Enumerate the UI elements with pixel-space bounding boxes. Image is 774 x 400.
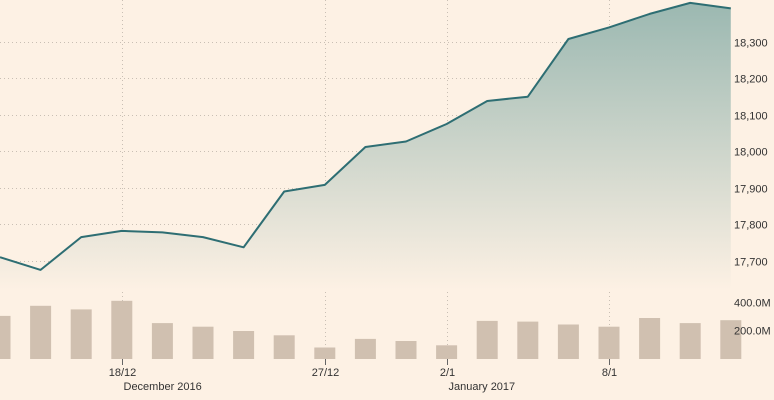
volume-bar bbox=[639, 318, 661, 359]
volume-bar bbox=[517, 321, 539, 359]
volume-bar bbox=[720, 320, 742, 359]
volume-tick-label: 200.0M bbox=[734, 326, 771, 338]
price-tick-label: 18,100 bbox=[734, 111, 768, 123]
x-period-label: December 2016 bbox=[124, 381, 202, 393]
price-area bbox=[0, 2, 731, 291]
volume-bar bbox=[111, 300, 133, 359]
price-tick-label: 17,900 bbox=[734, 184, 768, 196]
volume-tick-label: 400.0M bbox=[734, 298, 771, 310]
volume-bar bbox=[30, 305, 52, 359]
volume-bar bbox=[598, 326, 620, 359]
x-tick-label: 8/1 bbox=[602, 367, 617, 379]
volume-bars bbox=[0, 300, 742, 359]
price-line bbox=[0, 1, 731, 271]
volume-bar bbox=[557, 324, 579, 359]
volume-bar bbox=[395, 341, 417, 359]
volume-bar bbox=[192, 326, 214, 359]
volume-bar bbox=[354, 338, 376, 359]
price-tick-label: 18,200 bbox=[734, 74, 768, 86]
area-layer bbox=[0, 1, 731, 291]
volume-bar bbox=[70, 309, 92, 359]
price-tick-label: 17,700 bbox=[734, 257, 768, 269]
price-tick-label: 18,000 bbox=[734, 147, 768, 159]
price-tick-label: 18,300 bbox=[734, 38, 768, 50]
price-tick-label: 17,800 bbox=[734, 220, 768, 232]
volume-bar bbox=[436, 345, 458, 359]
volume-bar bbox=[0, 315, 11, 359]
volume-bar bbox=[679, 323, 701, 359]
volume-bar bbox=[273, 335, 295, 359]
x-tick-label: 18/12 bbox=[109, 367, 137, 379]
x-tick-label: 2/1 bbox=[440, 367, 455, 379]
axis-layer: 17,700 17,800 17,900 18,000 18,100 18,200 18,3… bbox=[109, 38, 771, 394]
x-period-label: January 2017 bbox=[449, 381, 516, 393]
volume-bar bbox=[314, 347, 336, 359]
x-tick-label: 27/12 bbox=[312, 367, 340, 379]
volume-bar bbox=[476, 320, 498, 359]
volume-bar bbox=[151, 323, 173, 359]
volume-bar bbox=[233, 331, 255, 359]
